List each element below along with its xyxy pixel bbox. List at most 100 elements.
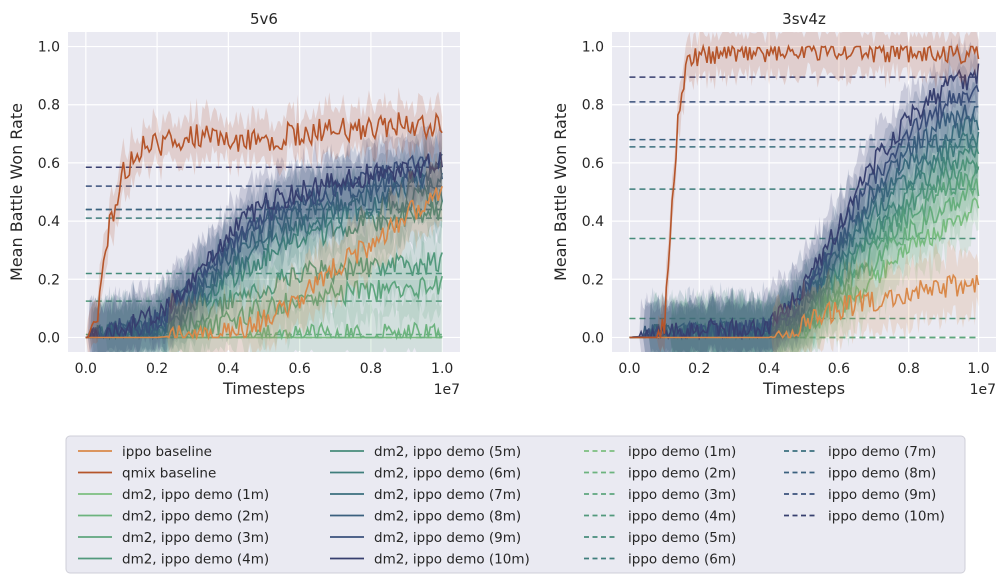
legend-label: dm2, ippo demo (7m) [374, 487, 521, 503]
x-tick-label: 1.0 [967, 361, 989, 377]
legend-label: ippo demo (4m) [628, 509, 736, 525]
x-offset-label: 1e7 [970, 382, 996, 398]
y-tick-label: 0.4 [582, 214, 604, 230]
legend-label: ippo demo (1m) [628, 444, 736, 460]
confidence-band [629, 144, 979, 352]
y-tick-label: 0.4 [38, 214, 60, 230]
series-line [85, 185, 443, 341]
chart-title: 3sv4z [782, 10, 826, 28]
legend-item: ippo demo (9m) [784, 487, 936, 503]
legend-label: dm2, ippo demo (4m) [122, 552, 269, 568]
y-tick-label: 0.2 [582, 272, 604, 288]
series-ippo-baseline [629, 238, 980, 352]
legend: ippo baseline qmix baseline dm2, ippo demo… [65, 435, 966, 574]
confidence-band [85, 87, 443, 352]
x-tick-label: 0.0 [75, 361, 97, 377]
legend-label: ippo demo (2m) [628, 466, 736, 482]
chart-panel-2: 0.0 0.2 0.4 0.6 0.8 1.0 0.0 0.2 0.4 0.6 0.8 1.0 3sv4… [551, 10, 996, 398]
legend-item: ippo demo (2m) [584, 466, 736, 482]
x-tick-label: 0.2 [688, 361, 710, 377]
series-line [629, 273, 980, 339]
legend-item: dm2, ippo demo (1m) [78, 487, 269, 503]
confidence-band [629, 238, 979, 352]
chart-title: 5v6 [250, 10, 278, 28]
legend-label: ippo demo (6m) [628, 552, 736, 568]
chart-panel-1: 0.0 0.2 0.4 0.6 0.8 1.0 0.0 0.2 0.4 0.6 0.8 1.0 5v6 T… [7, 10, 460, 398]
legend-label: ippo demo (8m) [828, 466, 936, 482]
confidence-band [85, 240, 443, 352]
x-offset-label: 1e7 [434, 382, 460, 398]
y-axis-label: Mean Battle Won Rate [7, 103, 26, 281]
legend-item: ippo demo (1m) [584, 444, 736, 460]
legend-item: ippo baseline [78, 444, 212, 460]
series-dm2-ippo-demo-9m- [85, 120, 443, 352]
legend-item: ippo demo (5m) [584, 530, 736, 546]
legend-box [65, 435, 966, 574]
series-line [85, 111, 443, 339]
legend-item: dm2, ippo demo (3m) [78, 530, 269, 546]
y-tick-label: 0.8 [582, 98, 604, 114]
legend-label: ippo demo (9m) [828, 487, 936, 503]
legend-label: dm2, ippo demo (9m) [374, 530, 521, 546]
y-tick-label: 0.0 [38, 330, 60, 346]
legend-label: dm2, ippo demo (8m) [374, 509, 521, 525]
legend-item: dm2, ippo demo (10m) [330, 552, 530, 568]
x-tick-label: 0.6 [828, 361, 850, 377]
legend-item: ippo demo (7m) [784, 444, 936, 460]
series-line [629, 43, 980, 339]
x-tick-label: 0.2 [146, 361, 168, 377]
x-tick-label: 0.4 [217, 361, 239, 377]
series-line [629, 83, 980, 341]
legend-label: qmix baseline [122, 466, 216, 482]
x-tick-label: 0.4 [758, 361, 780, 377]
legend-label: dm2, ippo demo (6m) [374, 466, 521, 482]
legend-label: ippo demo (10m) [828, 509, 945, 525]
x-tick-label: 1.0 [431, 361, 453, 377]
legend-label: ippo demo (5m) [628, 530, 736, 546]
legend-item: dm2, ippo demo (7m) [330, 487, 521, 503]
legend-item: ippo demo (6m) [584, 552, 736, 568]
series-line [85, 152, 443, 339]
legend-item: ippo demo (4m) [584, 509, 736, 525]
confidence-band [85, 123, 443, 352]
series-ippo-baseline [85, 150, 443, 352]
legend-label: dm2, ippo demo (1m) [122, 487, 269, 503]
x-axis-label: Timesteps [762, 379, 845, 398]
y-tick-label: 0.2 [38, 272, 60, 288]
y-tick-label: 1.0 [38, 40, 60, 56]
plot-area [68, 32, 460, 352]
x-tick-label: 0.0 [618, 361, 640, 377]
series-line [629, 63, 980, 341]
legend-label: ippo demo (7m) [828, 444, 936, 460]
legend-item: dm2, ippo demo (4m) [78, 552, 269, 568]
y-tick-label: 0.6 [38, 156, 60, 172]
legend-label: dm2, ippo demo (10m) [374, 552, 530, 568]
series-dm2-ippo-demo-9m- [629, 51, 980, 352]
legend-item: dm2, ippo demo (6m) [330, 466, 521, 482]
confidence-band [629, 102, 979, 352]
x-tick-label: 0.6 [289, 361, 311, 377]
legend-item: ippo demo (10m) [784, 509, 945, 525]
legend-item: qmix baseline [78, 466, 216, 482]
confidence-band [629, 51, 979, 352]
y-axis-label: Mean Battle Won Rate [551, 103, 570, 281]
legend-item: ippo demo (8m) [784, 466, 936, 482]
legend-item: dm2, ippo demo (9m) [330, 530, 521, 546]
legend-item: dm2, ippo demo (5m) [330, 444, 521, 460]
legend-item: dm2, ippo demo (8m) [330, 509, 521, 525]
legend-item: ippo demo (3m) [584, 487, 736, 503]
legend-label: ippo demo (3m) [628, 487, 736, 503]
x-tick-label: 0.8 [898, 361, 920, 377]
x-axis-label: Timesteps [222, 379, 305, 398]
legend-label: dm2, ippo demo (5m) [374, 444, 521, 460]
y-tick-label: 0.6 [582, 156, 604, 172]
series-line [85, 153, 443, 340]
series-qmix-baseline [85, 87, 443, 352]
series-qmix-baseline [629, 32, 980, 352]
legend-label: dm2, ippo demo (3m) [122, 530, 269, 546]
y-tick-label: 0.0 [582, 330, 604, 346]
x-tick-label: 0.8 [360, 361, 382, 377]
legend-label: dm2, ippo demo (2m) [122, 509, 269, 525]
y-tick-label: 0.8 [38, 98, 60, 114]
